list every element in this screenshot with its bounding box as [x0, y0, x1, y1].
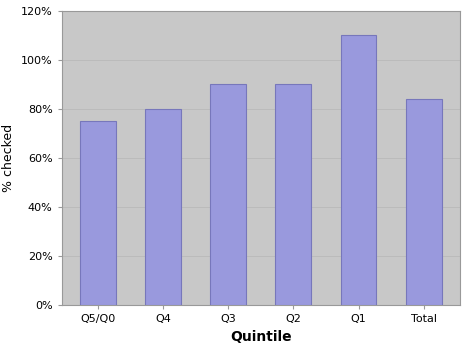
Y-axis label: % checked: % checked: [2, 124, 15, 192]
X-axis label: Quintile: Quintile: [230, 330, 292, 344]
Bar: [145, 109, 181, 305]
Bar: [80, 121, 116, 305]
Bar: [341, 35, 376, 305]
Bar: [406, 99, 442, 305]
Bar: [275, 84, 311, 305]
Bar: [210, 84, 246, 305]
